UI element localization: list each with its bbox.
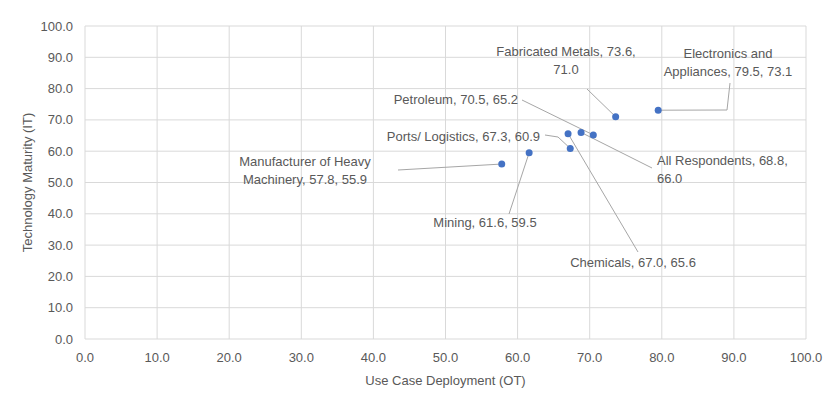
x-tick-label: 40.0 [361, 350, 386, 365]
x-tick-label: 20.0 [217, 350, 242, 365]
data-label-line: Ports/ Logistics, 67.3, 60.9 [387, 129, 540, 144]
x-grid-line [373, 26, 374, 339]
circle-point [526, 149, 533, 156]
x-grid-line [445, 26, 446, 339]
x-tick-label: 70.0 [577, 350, 602, 365]
data-label: Chemicals, 67.0, 65.6 [570, 255, 696, 270]
data-label-line: Manufacturer of Heavy [239, 154, 371, 169]
chart: 0.0 10.0 20.0 30.0 40.0 50.0 60.0 70.0 80.0 90.0 1… [0, 0, 825, 401]
y-tick-label: 20.0 [48, 269, 73, 284]
x-tick-label: 60.0 [505, 350, 530, 365]
y-tick-label: 90.0 [48, 50, 73, 65]
data-label: Mining, 61.6, 59.5 [433, 215, 536, 230]
circle-point [590, 131, 597, 138]
x-tick-label: 90.0 [721, 350, 746, 365]
x-grid-line [157, 26, 158, 339]
x-grid-line [85, 26, 86, 339]
y-tick-label: 80.0 [48, 81, 73, 96]
x-tick-label: 10.0 [144, 350, 169, 365]
circle-point [655, 107, 662, 114]
data-label: Electronics and Appliances, 79.5, 73.1 [664, 46, 793, 79]
x-tick-label: 100.0 [790, 350, 823, 365]
y-axis-title: Technology Maturity (IT) [20, 113, 35, 252]
circle-point [578, 129, 585, 136]
x-tick-label: 0.0 [76, 350, 94, 365]
data-label: Petroleum, 70.5, 65.2 [394, 92, 518, 107]
circle-point [567, 145, 574, 152]
data-label-line: Machinery, 57.8, 55.9 [243, 172, 367, 187]
data-label-line: 71.0 [553, 62, 578, 77]
leader-line [568, 134, 638, 252]
data-label-line: 66.0 [657, 171, 682, 186]
x-grid-line [589, 26, 590, 339]
leader-line [581, 132, 652, 168]
leader-line [398, 164, 502, 170]
data-label-line: Electronics and [684, 46, 773, 61]
leader-line [509, 153, 529, 214]
data-label-line: Fabricated Metals, 73.6, [496, 44, 635, 59]
data-label: Fabricated Metals, 73.6, 71.0 [496, 44, 635, 77]
data-label: Manufacturer of Heavy Machinery, 57.8, 55… [239, 154, 371, 187]
circle-point [565, 130, 572, 137]
y-tick-label: 10.0 [48, 300, 73, 315]
x-grid-line [806, 26, 807, 339]
data-label: Ports/ Logistics, 67.3, 60.9 [387, 129, 540, 144]
y-tick-label: 40.0 [48, 206, 73, 221]
leader-line [658, 83, 730, 110]
data-label-line: Appliances, 79.5, 73.1 [664, 64, 793, 79]
circle-point [498, 161, 505, 168]
data-label: All Respondents, 68.8, 66.0 [657, 153, 788, 186]
x-grid-line [517, 26, 518, 339]
y-tick-label: 100.0 [40, 19, 73, 34]
y-tick-label: 70.0 [48, 112, 73, 127]
data-label-line: Mining, 61.6, 59.5 [433, 215, 536, 230]
x-tick-label: 80.0 [649, 350, 674, 365]
x-axis-title: Use Case Deployment (OT) [365, 373, 525, 388]
x-grid-line [229, 26, 230, 339]
y-tick-label: 30.0 [48, 238, 73, 253]
y-tick-label: 50.0 [48, 175, 73, 190]
y-tick-label: 60.0 [48, 144, 73, 159]
y-tick-label: 0.0 [55, 332, 73, 347]
circle-point [612, 113, 619, 120]
leader-line [545, 135, 570, 148]
data-label-line: All Respondents, 68.8, [657, 153, 788, 168]
data-label-line: Petroleum, 70.5, 65.2 [394, 92, 518, 107]
x-tick-label: 50.0 [433, 350, 458, 365]
x-tick-label: 30.0 [289, 350, 314, 365]
leader-line [587, 89, 616, 117]
data-label-line: Chemicals, 67.0, 65.6 [570, 255, 696, 270]
